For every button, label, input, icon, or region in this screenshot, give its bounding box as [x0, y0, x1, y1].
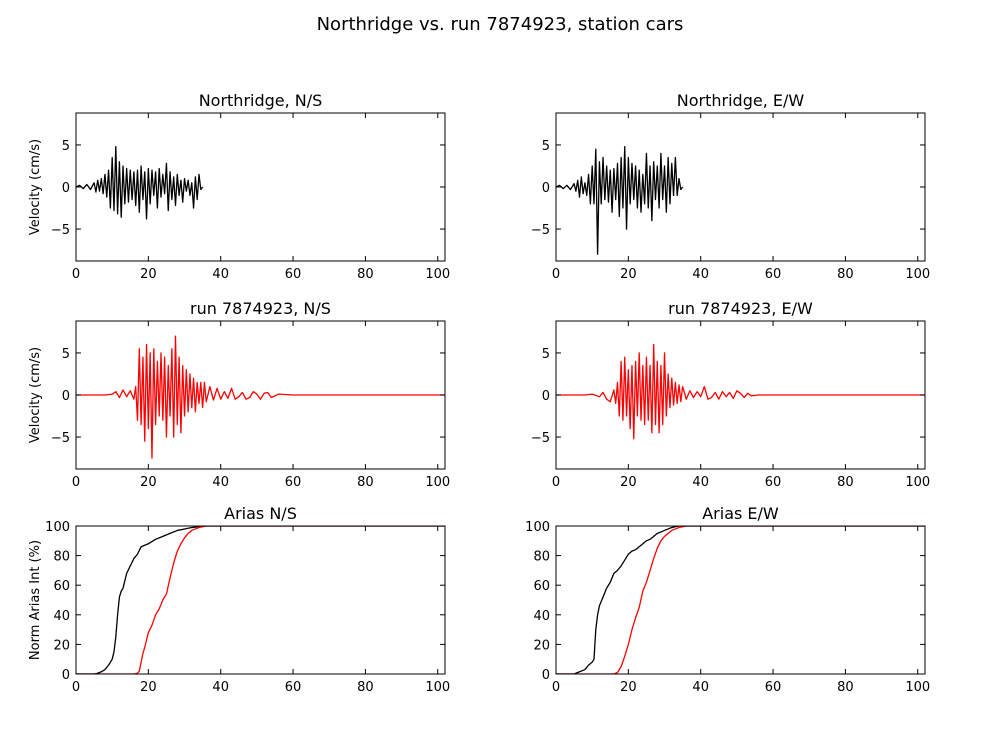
panel-4-xtick-label: 40 [692, 475, 709, 490]
panel-6-ytick-label: 60 [533, 579, 550, 594]
panel-3-ytick-label: 0 [62, 389, 70, 404]
panel-6-ytick-label: 20 [533, 638, 550, 653]
panel-5-xtick-label: 100 [425, 680, 450, 695]
panel-3-ytick-label: −5 [51, 431, 70, 446]
panel-5-xtick-label: 60 [285, 680, 302, 695]
panel-4-xtick-label: 60 [765, 475, 782, 490]
panel-1-xtick-label: 100 [425, 267, 450, 282]
panel-6-ytick-label: 80 [533, 550, 550, 565]
panel-5-xtick-label: 0 [72, 680, 80, 695]
panel-1-xtick-label: 60 [285, 267, 302, 282]
panel-5-xtick-label: 80 [357, 680, 374, 695]
panel-4-ytick-label: 0 [542, 389, 550, 404]
panel-2-xtick-label: 20 [620, 267, 637, 282]
panel-6-xtick-label: 40 [692, 680, 709, 695]
panel-4-xtick-label: 20 [620, 475, 637, 490]
panel-1-recorded-trace [76, 145, 204, 220]
panel-3: 0 20 40 60 80 100 −5 0 5 run 7874923, N/S Velocity… [28, 299, 450, 490]
panel-3-xtick-label: 40 [212, 475, 229, 490]
panel-6-title: Arias E/W [702, 504, 779, 523]
panel-5-ytick-label: 40 [53, 609, 70, 624]
panel-6: 0 20 40 60 80 100 0 20 40 60 80 100 Arias E/W [525, 504, 930, 695]
panel-5-ytick-label: 0 [62, 668, 70, 683]
panel-2-xtick-label: 0 [552, 267, 560, 282]
panel-2-ytick-label: 5 [542, 139, 550, 154]
figure-title: Northridge vs. run 7874923, station cars [317, 14, 684, 35]
panel-2-xtick-label: 100 [905, 267, 930, 282]
panel-6-ytick-label: 100 [525, 520, 550, 535]
panel-5-axes-frame [75, 525, 446, 675]
panel-2-recorded-trace [556, 145, 684, 255]
panel-6-xtick-label: 0 [552, 680, 560, 695]
panel-3-xtick-label: 60 [285, 475, 302, 490]
panel-6-ytick-label: 40 [533, 609, 550, 624]
panel-6-recorded-trace [556, 526, 925, 674]
panel-3-ylabel: Velocity (cm/s) [28, 347, 43, 443]
panel-4-ytick-label: 5 [542, 347, 550, 362]
panel-2-xtick-label: 80 [837, 267, 854, 282]
panel-3-xtick-label: 80 [357, 475, 374, 490]
panel-5-xtick-label: 40 [212, 680, 229, 695]
panel-5-recorded-trace [76, 526, 445, 674]
panel-1: 0 20 40 60 80 100 −5 0 5 Northridge, N/S Velocity … [28, 91, 450, 282]
panel-1-ytick-label: 5 [62, 139, 70, 154]
panel-2-xtick-label: 40 [692, 267, 709, 282]
panel-5: 0 20 40 60 80 100 0 20 40 60 80 100 Arias N/S Norm Ar… [28, 504, 450, 695]
panel-1-ylabel: Velocity (cm/s) [28, 139, 43, 235]
panel-5-xtick-label: 20 [140, 680, 157, 695]
subplots: 0 20 40 60 80 100 −5 0 5 Northridge, N/S Velocity … [28, 91, 930, 695]
panel-2-ytick-label: 0 [542, 181, 550, 196]
panel-2-title: Northridge, E/W [677, 91, 805, 110]
panel-4-ytick-label: −5 [531, 431, 550, 446]
panel-2-ytick-label: −5 [531, 223, 550, 238]
panel-5-ytick-label: 100 [45, 520, 70, 535]
panel-3-title: run 7874923, N/S [190, 299, 331, 318]
panel-1-xtick-label: 40 [212, 267, 229, 282]
panel-5-ytick-label: 20 [53, 638, 70, 653]
panel-2-xtick-label: 60 [765, 267, 782, 282]
panel-1-ytick-label: −5 [51, 223, 70, 238]
panel-6-ytick-label: 0 [542, 668, 550, 683]
panel-5-ytick-label: 80 [53, 550, 70, 565]
panel-6-xtick-label: 20 [620, 680, 637, 695]
panel-1-xtick-label: 80 [357, 267, 374, 282]
panel-5-ytick-label: 60 [53, 579, 70, 594]
panel-1-xtick-label: 0 [72, 267, 80, 282]
panel-1-title: Northridge, N/S [199, 91, 323, 110]
panel-6-xtick-label: 100 [905, 680, 930, 695]
panel-2: 0 20 40 60 80 100 −5 0 5 Northridge, E/W [531, 91, 930, 282]
panel-4-xtick-label: 80 [837, 475, 854, 490]
panel-4-simulated-trace [556, 343, 925, 440]
panel-3-simulated-trace [76, 335, 445, 459]
panel-6-xtick-label: 60 [765, 680, 782, 695]
panel-6-xtick-label: 80 [837, 680, 854, 695]
panel-4-xtick-label: 100 [905, 475, 930, 490]
panel-5-ylabel: Norm Arias Int (%) [28, 540, 43, 660]
panel-4-xtick-label: 0 [552, 475, 560, 490]
panel-3-xtick-label: 0 [72, 475, 80, 490]
panel-6-axes-frame [555, 525, 926, 675]
panel-1-xtick-label: 20 [140, 267, 157, 282]
panel-1-ytick-label: 0 [62, 181, 70, 196]
panel-3-ytick-label: 5 [62, 347, 70, 362]
panel-3-xtick-label: 100 [425, 475, 450, 490]
panel-4: 0 20 40 60 80 100 −5 0 5 run 7874923, E/W [531, 299, 930, 490]
panel-4-title: run 7874923, E/W [668, 299, 813, 318]
panel-3-xtick-label: 20 [140, 475, 157, 490]
panel-5-title: Arias N/S [224, 504, 297, 523]
